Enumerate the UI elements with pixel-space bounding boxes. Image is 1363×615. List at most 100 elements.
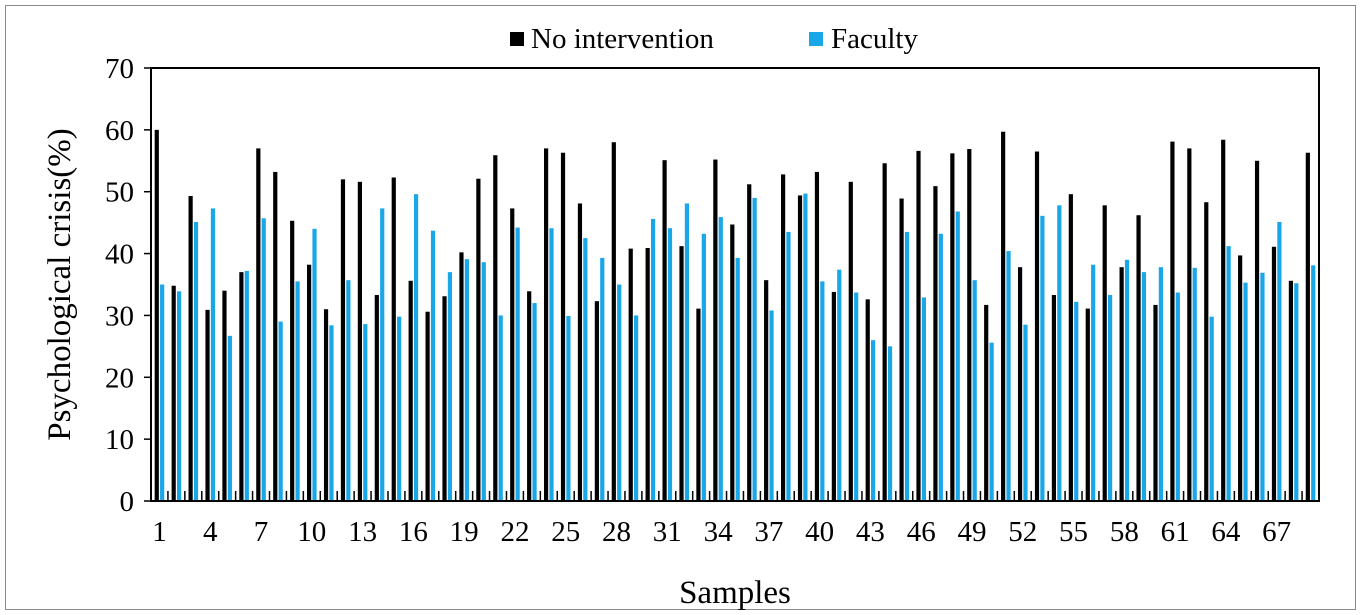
bar-faculty-37 [769,310,774,501]
bar-no-intervention-41 [831,291,836,501]
bar-no-intervention-56 [1085,308,1090,501]
x-tick-label: 10 [297,516,326,548]
bar-faculty-64 [1226,246,1231,501]
x-tick-label: 67 [1262,516,1291,548]
bar-faculty-14 [380,208,385,502]
bar-faculty-67 [1277,222,1282,501]
bar-no-intervention-24 [544,148,549,501]
x-tick-label: 49 [957,516,986,548]
bar-faculty-35 [735,257,740,501]
bar-faculty-61 [1175,292,1180,501]
bar-faculty-34 [718,217,723,501]
bar-no-intervention-57 [1102,205,1107,501]
bar-faculty-10 [312,228,317,501]
bar-faculty-66 [1260,272,1265,501]
y-tick-label: 70 [105,53,134,85]
bar-faculty-65 [1243,282,1248,501]
x-tick-label: 52 [1008,516,1037,548]
bar-no-intervention-53 [1034,151,1040,501]
bar-faculty-26 [583,238,588,502]
bar-faculty-21 [498,315,503,501]
bar-faculty-27 [600,257,605,501]
bar-no-intervention-58 [1119,267,1124,501]
bar-no-intervention-9 [290,220,295,502]
bar-no-intervention-12 [340,179,346,501]
bar-faculty-43 [871,340,876,501]
x-tick-label: 40 [805,516,834,548]
bar-no-intervention-19 [459,252,464,501]
x-tick-label: 16 [399,516,428,548]
bar-faculty-40 [820,281,825,501]
bar-no-intervention-6 [239,272,244,501]
bar-faculty-1 [160,284,165,501]
legend-label-faculty: Faculty [831,23,918,55]
bar-no-intervention-39 [797,195,803,501]
bar-no-intervention-63 [1204,202,1209,502]
bar-faculty-12 [346,280,351,501]
bar-faculty-2 [176,291,182,501]
bar-no-intervention-69 [1305,152,1310,502]
bar-faculty-33 [701,233,706,501]
legend-label-no-intervention: No intervention [531,23,714,55]
bar-faculty-22 [515,227,520,501]
x-tick-label: 58 [1110,516,1139,548]
x-tick-label: 43 [856,516,885,548]
bar-no-intervention-7 [256,148,261,501]
bar-no-intervention-27 [594,301,599,501]
bar-no-intervention-30 [645,248,650,501]
x-tick-label: 7 [254,516,269,548]
bar-no-intervention-21 [493,155,498,501]
bar-faculty-8 [278,321,283,501]
x-tick-label: 46 [907,516,936,548]
bar-faculty-42 [854,292,859,501]
x-tick-label: 25 [551,516,580,548]
bar-no-intervention-15 [391,177,396,502]
bar-no-intervention-18 [442,296,447,501]
bar-no-intervention-67 [1271,246,1277,501]
bar-faculty-15 [397,316,402,501]
bar-faculty-11 [329,325,334,501]
bar-faculty-5 [227,335,232,501]
bars-group [154,129,1316,502]
bar-faculty-24 [549,228,554,501]
y-tick-label: 30 [105,300,134,332]
bar-faculty-18 [447,272,453,501]
bar-faculty-16 [413,194,419,501]
bar-no-intervention-37 [764,280,769,501]
bar-faculty-17 [430,230,436,501]
bar-no-intervention-31 [662,160,667,502]
y-tick-label: 0 [120,486,135,518]
bar-faculty-69 [1311,265,1316,501]
bar-faculty-52 [1023,324,1028,501]
y-axis-label: Psychological crisis(%) [42,128,78,441]
bar-no-intervention-16 [408,280,413,501]
bar-faculty-49 [972,280,977,501]
bar-no-intervention-52 [1017,267,1023,501]
bar-faculty-4 [210,208,216,502]
bar-faculty-9 [295,281,300,501]
bar-no-intervention-62 [1187,148,1192,501]
bar-faculty-46 [921,297,926,501]
bar-faculty-19 [464,259,469,501]
bar-faculty-48 [955,211,960,501]
y-tick-label: 40 [105,239,134,271]
bar-faculty-58 [1124,259,1130,501]
bar-no-intervention-10 [307,264,312,501]
bar-no-intervention-44 [882,163,887,501]
bar-faculty-50 [989,342,994,501]
bar-no-intervention-47 [933,186,938,501]
x-tick-label: 19 [450,516,479,548]
bar-no-intervention-65 [1238,255,1243,501]
bar-faculty-25 [566,316,571,501]
x-tick-label: 31 [653,516,682,548]
bar-no-intervention-3 [188,196,193,502]
y-tick-label: 10 [105,424,134,456]
y-tick-label: 60 [105,115,134,147]
bar-faculty-51 [1006,251,1011,501]
bar-no-intervention-36 [747,184,752,502]
bar-faculty-23 [532,303,537,501]
bar-faculty-39 [803,193,808,501]
bar-no-intervention-20 [476,178,481,501]
bar-no-intervention-50 [984,304,989,501]
bar-no-intervention-34 [713,159,718,502]
